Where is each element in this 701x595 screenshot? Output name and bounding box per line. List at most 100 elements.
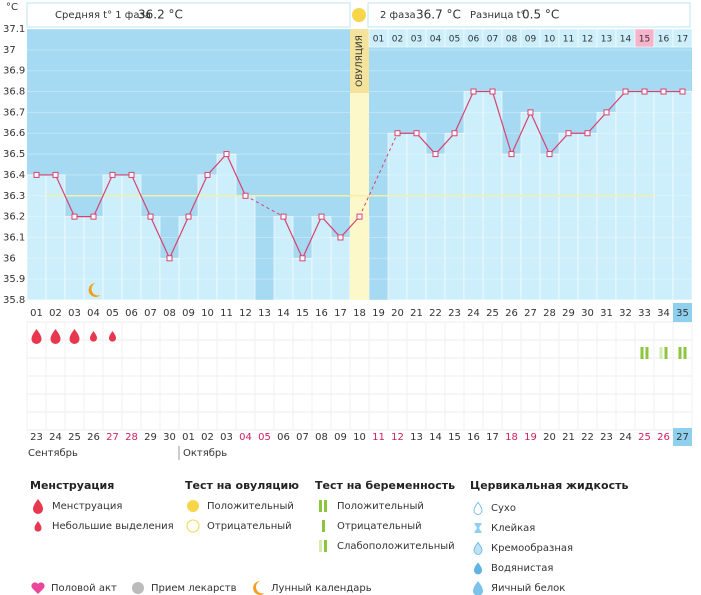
phase2-day-label: 04 [430, 35, 442, 45]
day-label: 09 [182, 308, 195, 319]
y-tick-label: 36.8 [3, 87, 25, 98]
legend-title: Тест на овуляцию [185, 479, 299, 492]
temperature-marker [641, 88, 648, 95]
gap-connector [245, 195, 284, 218]
phase2-day-label: 17 [677, 35, 688, 45]
legend-title: Цервикальная жидкость [470, 479, 628, 492]
day-label: 20 [391, 308, 404, 319]
temperature-marker [584, 130, 591, 137]
temperature-marker [166, 255, 173, 262]
temperature-marker [660, 88, 667, 95]
phase2-day-label: 11 [563, 35, 574, 45]
phase2-day-label: 15 [639, 35, 650, 45]
phase1-value: 36.2 °C [138, 8, 183, 22]
day-label: 13 [258, 308, 271, 319]
phase2-day-label: 09 [525, 35, 537, 45]
phase2-day-label: 07 [487, 35, 498, 45]
legend-extra: Половой акт [51, 583, 117, 594]
day-label: 24 [467, 308, 480, 319]
moon-icon [88, 283, 101, 297]
temperature-bar [501, 153, 522, 301]
legend-icon [253, 581, 265, 595]
y-tick-label: 36.4 [3, 170, 25, 181]
temperature-marker [679, 88, 686, 95]
day-label: 19 [372, 308, 385, 319]
day-label: 01 [30, 308, 43, 319]
date-label: 26 [657, 432, 670, 443]
y-tick-label: 36.9 [3, 66, 25, 77]
legend-icon [324, 540, 327, 552]
legend-item: Положительный [337, 501, 424, 512]
difference-label: Разница t° [470, 10, 526, 21]
temperature-marker [394, 130, 401, 137]
day-label: 04 [87, 308, 100, 319]
date-label: 21 [562, 432, 575, 443]
legend-item: Яичный белок [491, 583, 565, 594]
phase2-day-label: 06 [468, 35, 480, 45]
pregnancy-test-icon [645, 347, 649, 359]
phase2-label: 2 фаза [380, 10, 416, 21]
day-label: 31 [600, 308, 613, 319]
menstruation-icon [50, 329, 61, 344]
date-label: 23 [600, 432, 613, 443]
date-label: 06 [277, 432, 290, 443]
day-label: 07 [144, 308, 157, 319]
day-label: 11 [220, 308, 233, 319]
temperature-marker [603, 109, 610, 116]
temperature-marker [90, 213, 97, 220]
y-tick-label: 36.2 [3, 212, 25, 223]
menstruation-icon [90, 331, 97, 342]
menstruation-icon [109, 331, 116, 342]
sun-icon [352, 8, 366, 22]
temperature-marker [52, 171, 59, 178]
temperature-marker [356, 213, 363, 220]
date-label: 17 [486, 432, 499, 443]
temperature-marker [242, 192, 249, 199]
temperature-marker [147, 213, 154, 220]
date-label: 24 [619, 432, 632, 443]
date-label: 18 [505, 432, 518, 443]
date-label: 10 [353, 432, 366, 443]
legend-extra: Лунный календарь [271, 583, 372, 594]
date-label: 28 [125, 432, 138, 443]
y-axis-label: °C [6, 2, 18, 13]
ovulation-header [350, 29, 369, 93]
legend-item: Кремообразная [491, 543, 573, 554]
y-tick-label: 37.1 [3, 24, 25, 35]
legend-icon [474, 562, 482, 575]
day-label: 03 [68, 308, 81, 319]
legend-item: Положительный [207, 501, 294, 512]
legend-title: Тест на беременность [315, 479, 455, 492]
temperature-marker [337, 234, 344, 241]
day-label: 30 [581, 308, 594, 319]
y-tick-label: 35.8 [3, 295, 25, 306]
day-label: 22 [429, 308, 442, 319]
legend-icon [132, 582, 144, 594]
temperature-bar [235, 195, 256, 301]
legend-icon [324, 500, 327, 512]
legend-icon [473, 581, 483, 595]
temperature-marker [128, 171, 135, 178]
temperature-marker [109, 171, 116, 178]
legend-item: Слабоположительный [337, 541, 455, 552]
date-label: 03 [220, 432, 233, 443]
header-phase2 [367, 2, 691, 28]
day-label: 05 [106, 308, 119, 319]
day-label: 15 [296, 308, 309, 319]
temperature-marker [432, 151, 439, 158]
temperature-marker [622, 88, 629, 95]
temperature-bar [425, 153, 446, 301]
phase2-day-label: 10 [544, 35, 556, 45]
phase1-label: Средняя t° 1 фаза [55, 10, 151, 21]
legend-icon [34, 521, 42, 532]
y-tick-label: 35.9 [3, 274, 25, 285]
day-label: 12 [239, 308, 252, 319]
date-label: 15 [448, 432, 461, 443]
temperature-bar [216, 153, 237, 301]
menstruation-icon [69, 329, 80, 344]
day-label: 32 [619, 308, 632, 319]
date-label: 04 [239, 432, 252, 443]
date-label: 25 [638, 432, 651, 443]
phase2-day-label: 05 [449, 35, 460, 45]
